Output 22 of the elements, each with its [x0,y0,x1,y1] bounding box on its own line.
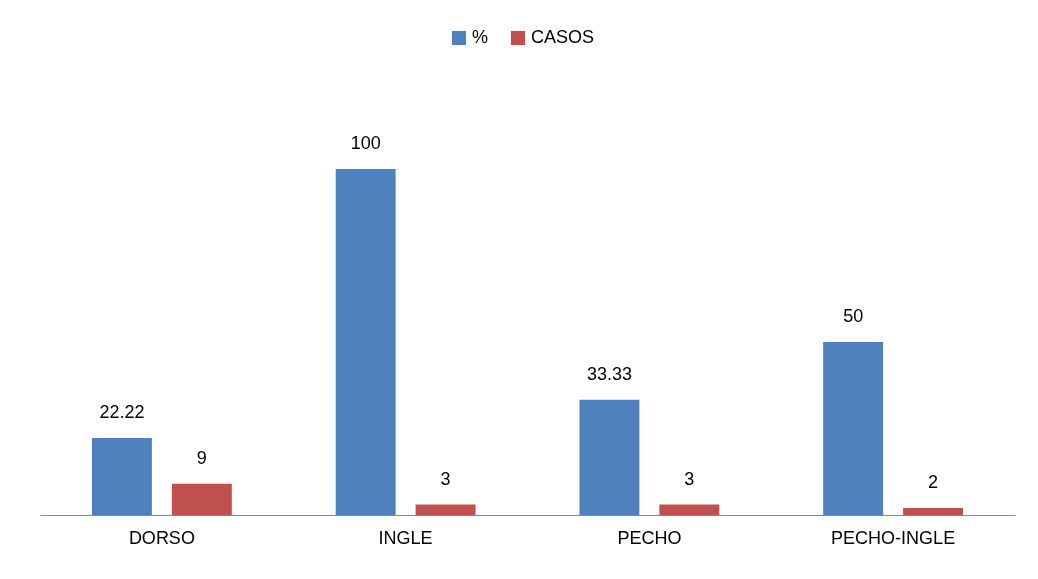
bar [659,504,720,515]
bar [903,508,964,515]
x-tick-label: PECHO [617,527,682,548]
bar [823,342,884,515]
data-label: 33.33 [586,363,632,384]
legend-label: % [472,27,489,47]
x-tick-label: INGLE [378,527,433,548]
data-label: 2 [928,472,939,493]
bar [415,504,476,515]
legend-label: CASOS [531,27,595,47]
data-label: 9 [196,447,207,468]
x-tick-label: DORSO [128,527,195,548]
x-tick-label: PECHO-INGLE [831,527,956,548]
data-label: 100 [350,133,381,153]
data-label: 22.22 [99,402,145,423]
bar [579,399,640,515]
bar [91,438,152,515]
data-label: 3 [684,468,695,489]
bar [335,169,396,515]
bar [171,483,232,515]
data-label: 50 [843,306,864,326]
data-label: 3 [440,468,451,489]
